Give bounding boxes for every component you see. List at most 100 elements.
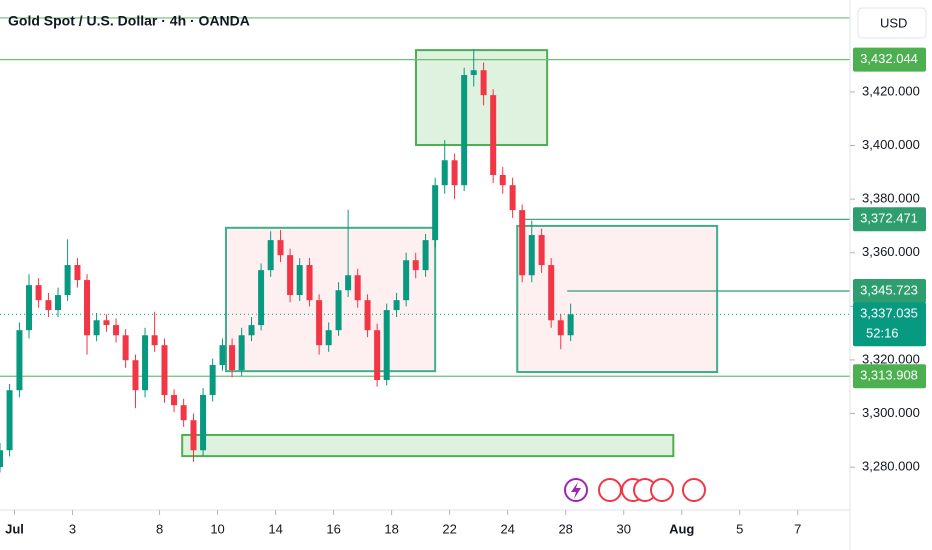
y-tick-label: 3,400.000 <box>862 137 920 152</box>
y-tick-label: 3,280.000 <box>862 459 920 474</box>
candle-body <box>287 255 294 296</box>
candle-body <box>132 360 139 391</box>
current-price-bg <box>853 302 926 347</box>
chart-title: Gold Spot / U.S. Dollar · 4h · OANDA <box>8 13 250 29</box>
plot-area <box>0 17 850 473</box>
candle-body <box>393 300 400 311</box>
candle-body <box>113 325 120 336</box>
candle-body <box>122 335 129 361</box>
candle-body <box>354 275 361 301</box>
candle-body <box>403 260 410 301</box>
event-icon[interactable] <box>682 478 706 502</box>
candle-body <box>151 335 158 346</box>
candle-body <box>35 285 42 301</box>
candle-body <box>200 395 207 451</box>
price-label-bg <box>853 207 926 232</box>
candle-body <box>0 450 3 468</box>
candle-body <box>258 270 265 326</box>
candle-body <box>267 240 274 271</box>
candle-body <box>26 285 33 331</box>
candle-body <box>161 345 168 396</box>
zone-box <box>415 49 549 146</box>
price-label: 3,313.908 <box>860 368 918 383</box>
candle-body <box>64 265 71 296</box>
x-tick-label: 16 <box>326 521 340 536</box>
candle-body <box>209 365 216 396</box>
candle-body <box>171 395 178 406</box>
price-label-bg <box>853 278 926 303</box>
candle-body <box>490 95 497 176</box>
currency-button[interactable] <box>857 7 927 39</box>
price-label-bg <box>853 364 926 389</box>
candle-body <box>103 320 110 326</box>
x-tick-label: 18 <box>384 521 398 536</box>
x-tick-label: 24 <box>500 521 514 536</box>
x-tick-label: 30 <box>616 521 630 536</box>
x-tick-label: 7 <box>794 521 801 536</box>
candle-body <box>180 405 187 421</box>
candle-body <box>364 300 371 331</box>
candle-body <box>567 314 574 336</box>
candle-body <box>277 240 284 256</box>
candle-body <box>84 280 91 336</box>
candle-body <box>519 210 526 276</box>
candle-body <box>219 345 226 366</box>
candle-body <box>383 310 390 381</box>
candle-body <box>441 160 448 186</box>
candle-body <box>557 320 564 336</box>
x-tick-label: 3 <box>69 521 76 536</box>
zone-box <box>516 224 719 373</box>
candle-body <box>296 265 303 296</box>
currency-label[interactable]: USD <box>880 15 907 30</box>
price-label: 3,372.471 <box>860 211 918 226</box>
countdown-label: 52:16 <box>866 326 899 341</box>
candle-body <box>461 75 468 186</box>
event-icon[interactable] <box>650 478 674 502</box>
candle-body <box>432 185 439 241</box>
price-label: 3,432.044 <box>860 51 918 66</box>
event-icons <box>564 478 706 502</box>
candle-body <box>451 160 458 186</box>
candle-body <box>548 265 555 321</box>
zone-box <box>181 433 675 458</box>
x-tick-label: 10 <box>210 521 224 536</box>
candle-body <box>325 330 332 346</box>
candle-body <box>238 335 245 371</box>
candle-body <box>306 265 313 301</box>
y-tick-label: 3,300.000 <box>862 405 920 420</box>
candle-body <box>74 265 81 281</box>
candle-body <box>93 320 100 336</box>
candle-body <box>480 70 487 96</box>
y-tick-label: 3,380.000 <box>862 191 920 206</box>
y-tick-label: 3,420.000 <box>862 83 920 98</box>
candle-body <box>229 345 236 371</box>
candle-body <box>345 275 352 291</box>
candle-body <box>248 325 255 336</box>
candle-body <box>55 295 62 311</box>
x-tick-label: Aug <box>669 521 694 536</box>
candle-body <box>499 175 506 186</box>
candle-body <box>45 300 52 311</box>
candle-body <box>412 260 419 271</box>
candle-body <box>316 300 323 346</box>
x-tick-label: Jul <box>5 521 24 536</box>
y-tick-label: 3,360.000 <box>862 244 920 259</box>
price-label-bg <box>853 47 926 72</box>
candle-body <box>509 185 516 211</box>
candle-body <box>528 235 535 276</box>
lightning-icon <box>571 482 581 499</box>
y-tick-label: 3,320.000 <box>862 351 920 366</box>
price-label: 3,345.723 <box>860 282 918 297</box>
candle-body <box>335 290 342 331</box>
event-icon[interactable] <box>598 478 622 502</box>
candle-body <box>6 390 13 451</box>
candle-body <box>374 330 381 381</box>
x-tick-label: 22 <box>442 521 456 536</box>
candle-body <box>190 420 197 451</box>
candle-body <box>16 330 23 391</box>
x-tick-label: 28 <box>558 521 572 536</box>
x-tick-label: 8 <box>156 521 163 536</box>
candle-body <box>470 70 477 76</box>
